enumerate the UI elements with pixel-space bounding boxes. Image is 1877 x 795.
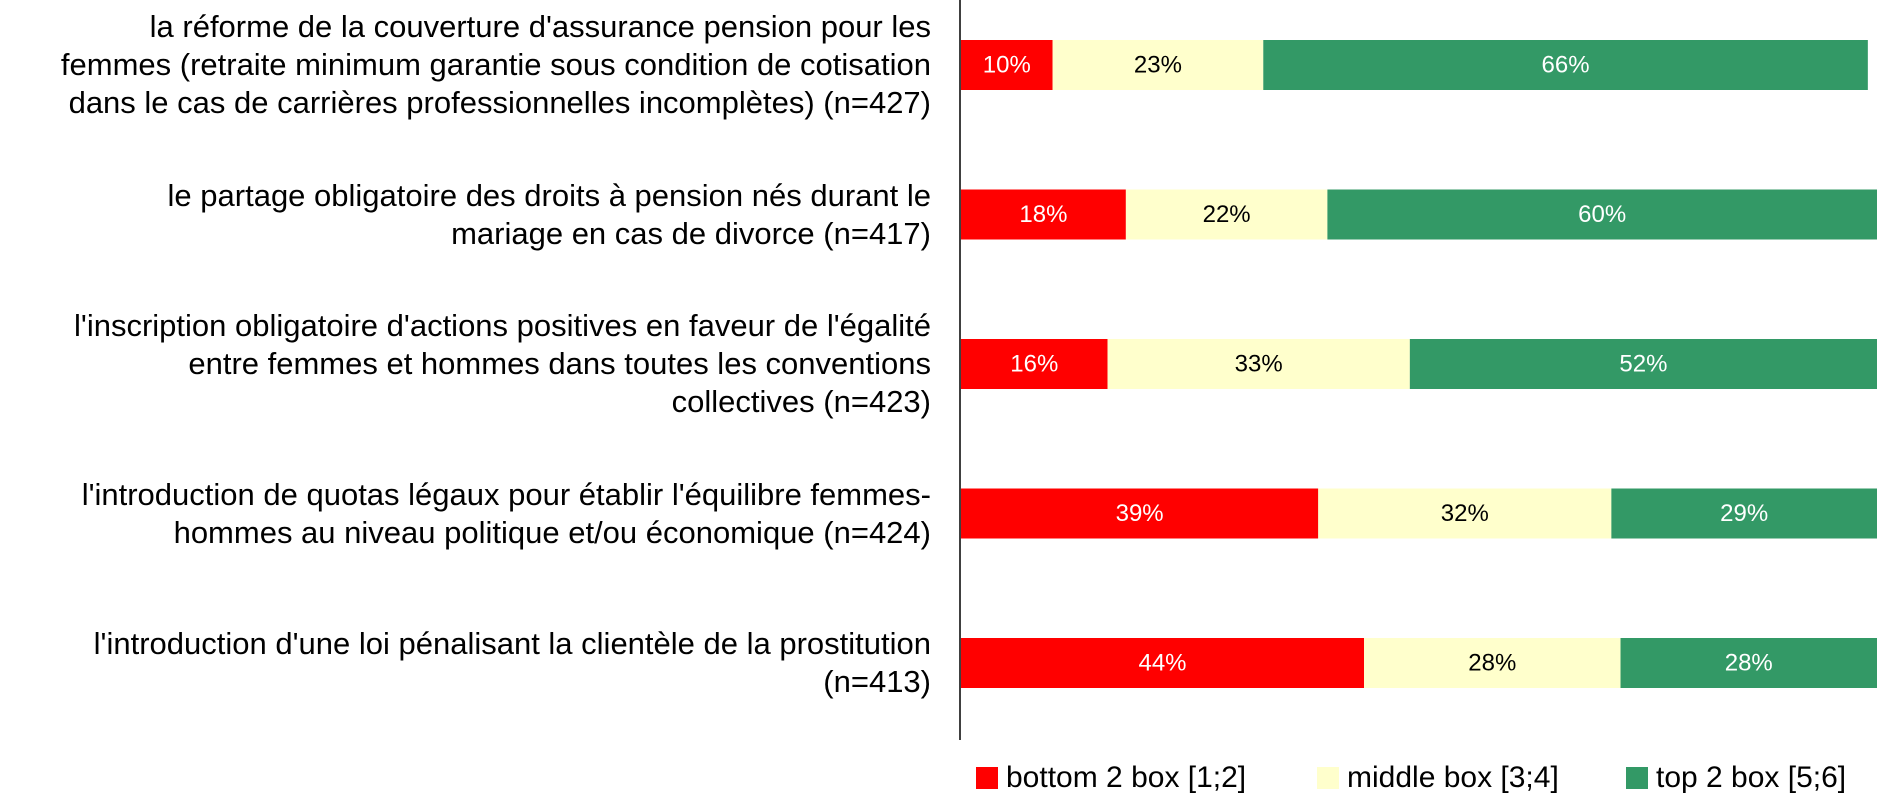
bar-segment (1409, 339, 1877, 389)
legend-label: middle box [3;4] (1347, 761, 1559, 794)
category-label: la réforme de la couverture d'assurance … (60, 9, 931, 120)
data-label: 28% (1468, 649, 1516, 676)
data-label: 18% (1019, 201, 1067, 228)
bar-segment (1125, 189, 1328, 240)
bar-segment (961, 339, 1108, 389)
bar-segment (1327, 189, 1877, 240)
data-label: 22% (1203, 201, 1251, 228)
bar-segment (961, 638, 1365, 688)
bar-segment (1620, 638, 1877, 688)
legend-swatch (1317, 767, 1339, 789)
bar-segment (961, 488, 1319, 539)
bar-segment (961, 40, 1053, 90)
data-label: 52% (1619, 350, 1667, 377)
bar-segment (1611, 488, 1877, 539)
bar-segment (961, 189, 1126, 240)
bar-segment (1318, 488, 1612, 539)
category-label: l'inscription obligatoire d'actions posi… (74, 308, 931, 419)
data-label: 23% (1134, 51, 1182, 78)
category-label: l'introduction d'une loi pénalisant la c… (93, 626, 931, 699)
legend-swatch (976, 767, 998, 789)
data-label: 66% (1542, 51, 1590, 78)
legend-label: top 2 box [5;6] (1656, 761, 1846, 794)
data-label: 16% (1010, 350, 1058, 377)
data-label: 39% (1116, 500, 1164, 527)
data-label: 32% (1441, 500, 1489, 527)
category-label: le partage obligatoire des droits à pens… (167, 177, 931, 251)
data-label: 44% (1138, 649, 1186, 676)
data-label: 60% (1578, 201, 1626, 228)
legend-label: bottom 2 box [1;2] (1006, 761, 1246, 794)
data-label: 33% (1235, 350, 1283, 377)
bar-segment (1263, 40, 1868, 90)
data-label: 28% (1725, 649, 1773, 676)
bar-segment (1052, 40, 1264, 90)
bar-segment (1107, 339, 1410, 389)
category-label: l'introduction de quotas légaux pour éta… (81, 476, 931, 550)
data-label: 10% (983, 51, 1031, 78)
data-label: 29% (1720, 500, 1768, 527)
bar-segment (1364, 638, 1621, 688)
legend-swatch (1626, 767, 1648, 789)
